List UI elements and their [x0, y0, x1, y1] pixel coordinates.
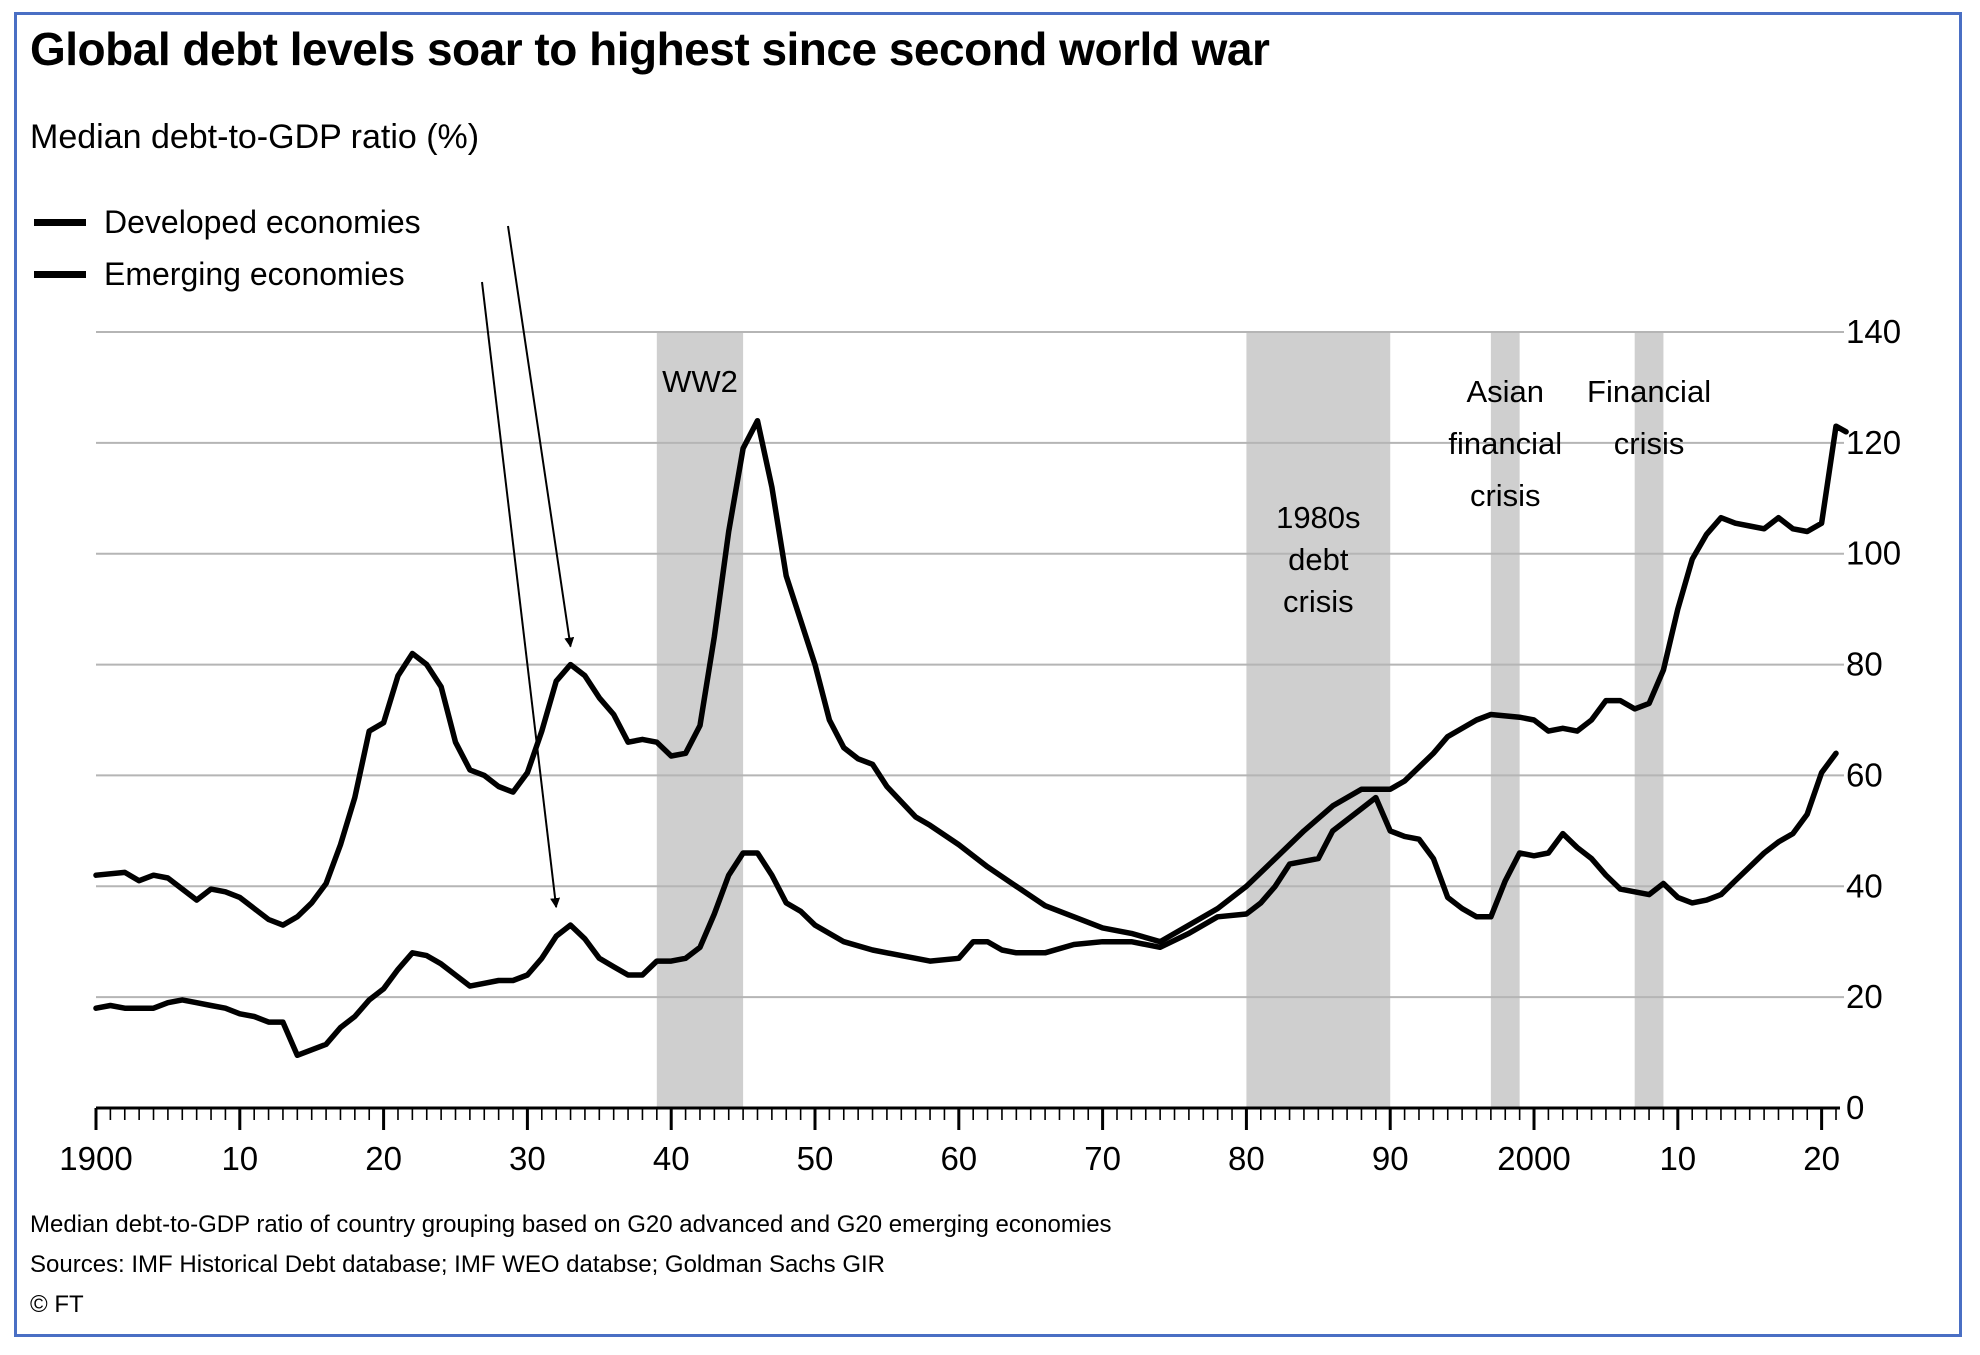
x-tick-label-1900: 1900 [59, 1140, 132, 1177]
legend-item-emerging: Emerging economies [34, 248, 421, 300]
x-tick-label-1930: 30 [509, 1140, 546, 1177]
x-tick-label-1940: 40 [653, 1140, 690, 1177]
footer-note: Median debt-to-GDP ratio of country grou… [30, 1211, 1112, 1238]
shaded-period-label-2-1: financial [1448, 426, 1562, 461]
x-tick-label-1950: 50 [797, 1140, 834, 1177]
shaded-period-3 [1634, 332, 1664, 1108]
shaded-period-label-1-2: crisis [1283, 584, 1354, 619]
x-tick-label-2020: 20 [1803, 1140, 1840, 1177]
chart-subtitle: Median debt-to-GDP ratio (%) [30, 118, 480, 156]
legend-label-developed: Developed economies [104, 203, 421, 240]
legend-swatch-emerging [34, 270, 86, 278]
y-tick-label-60: 60 [1846, 756, 1883, 793]
x-tick-label-2000: 2000 [1497, 1140, 1570, 1177]
y-tick-label-0: 0 [1846, 1089, 1864, 1126]
x-tick-label-1990: 90 [1372, 1140, 1409, 1177]
x-tick-label-1970: 70 [1084, 1140, 1121, 1177]
x-tick-label-1980: 80 [1228, 1140, 1265, 1177]
shaded-period-label-3-1: crisis [1614, 426, 1685, 461]
y-tick-label-140: 140 [1846, 313, 1901, 350]
y-tick-label-80: 80 [1846, 646, 1883, 683]
shaded-period-label-3-0: Financial [1587, 374, 1711, 409]
shaded-period-label-2-0: Asian [1466, 374, 1544, 409]
shaded-period-2 [1490, 332, 1520, 1108]
footer-copyright: © FT [30, 1291, 84, 1318]
y-tick-label-20: 20 [1846, 978, 1883, 1015]
annotation-arrow-0 [507, 225, 575, 648]
legend-item-developed: Developed economies [34, 196, 421, 248]
footer-sources: Sources: IMF Historical Debt database; I… [30, 1251, 885, 1278]
series-line-developed [93, 417, 1849, 945]
x-tick-label-1920: 20 [365, 1140, 402, 1177]
shaded-period-label-1-1: debt [1288, 542, 1349, 577]
shaded-period-label-2-2: crisis [1470, 478, 1541, 513]
x-tick-label-1960: 60 [940, 1140, 977, 1177]
y-tick-label-120: 120 [1846, 424, 1901, 461]
series-line-emerging [93, 750, 1839, 1059]
shaded-period-label-1-0: 1980s [1276, 500, 1360, 535]
legend: Developed economies Emerging economies [34, 196, 421, 300]
x-tick-label-1910: 10 [221, 1140, 258, 1177]
x-tick-label-2010: 10 [1659, 1140, 1696, 1177]
chart-title: Global debt levels soar to highest since… [30, 23, 1270, 75]
y-tick-label-40: 40 [1846, 867, 1883, 904]
shaded-period-1 [1246, 332, 1391, 1108]
chart-footer: Median debt-to-GDP ratio of country grou… [30, 1205, 1112, 1325]
annotation-arrow-1 [481, 281, 561, 909]
legend-swatch-developed [34, 218, 86, 226]
legend-label-emerging: Emerging economies [104, 255, 405, 292]
y-tick-label-100: 100 [1846, 535, 1901, 572]
shaded-period-label-0-0: WW2 [662, 364, 738, 399]
